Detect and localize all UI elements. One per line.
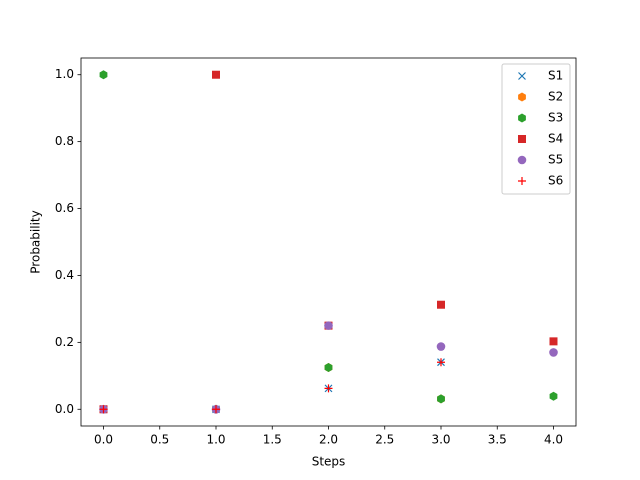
legend-label: S5 (548, 153, 563, 167)
marker-hexagon (99, 70, 108, 80)
legend-label: S6 (548, 174, 563, 188)
marker-circle (549, 348, 558, 357)
x-tick-label: 0.5 (150, 433, 169, 447)
x-tick-label: 3.0 (431, 433, 450, 447)
marker-square (437, 300, 445, 309)
legend-marker (518, 113, 526, 123)
marker-hexagon (324, 362, 333, 372)
legend-marker (517, 155, 527, 165)
legend-marker (518, 72, 526, 80)
legend-marker (518, 135, 526, 143)
marker-hexagon (437, 394, 445, 404)
x-tick-label: 2.5 (375, 433, 394, 447)
x-tick-label: 3.5 (488, 433, 507, 447)
marker-square (549, 337, 558, 346)
y-tick-label: 0.8 (55, 134, 74, 148)
x-tick-label: 1.0 (206, 433, 225, 447)
y-axis-label: Probability (29, 210, 43, 273)
marker-plus (437, 358, 445, 367)
marker-circle (436, 342, 446, 351)
legend-marker (518, 92, 526, 102)
legend-label: S4 (548, 132, 563, 146)
legend-label: S1 (548, 69, 563, 83)
marker-plus (212, 405, 220, 414)
y-tick-label: 0.4 (55, 268, 74, 282)
y-tick-label: 0.0 (55, 402, 74, 416)
y-tick-label: 0.2 (55, 335, 74, 349)
legend-marker (518, 177, 526, 185)
marker-plus (324, 384, 333, 393)
y-tick-label: 0.6 (55, 201, 74, 215)
x-tick-label: 1.5 (263, 433, 282, 447)
x-tick-label: 2.0 (319, 433, 338, 447)
marker-circle (324, 321, 333, 330)
legend-label: S2 (548, 90, 563, 104)
x-axis-label: Steps (312, 455, 346, 469)
marker-plus (99, 405, 108, 414)
x-tick-label: 4.0 (544, 433, 563, 447)
marker-square (212, 70, 220, 79)
marker-hexagon (549, 391, 558, 401)
legend-label: S3 (548, 111, 563, 125)
y-tick-label: 1.0 (55, 67, 74, 81)
x-tick-label: 0.0 (94, 433, 113, 447)
